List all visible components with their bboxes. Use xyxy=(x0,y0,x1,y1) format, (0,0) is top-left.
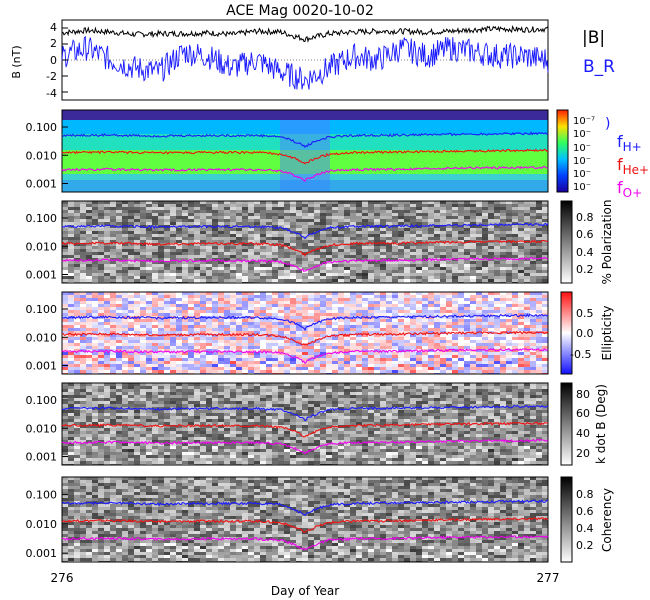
panel-b-ylabel: B (nT) xyxy=(10,45,23,78)
legend-he: fHe+ xyxy=(617,155,649,177)
cbar-ell-label: Ellipticity xyxy=(600,306,614,361)
cbar-pol-tick-3: 0.2 xyxy=(576,263,594,276)
cbar-pol-tick-1: 0.6 xyxy=(576,228,594,241)
xtick-276: 276 xyxy=(51,571,74,585)
legend-b-r: B_R xyxy=(583,57,615,77)
svg-text:): ) xyxy=(605,116,610,132)
ellipticity-colorbar xyxy=(560,291,573,375)
panel-polarization: 0.8 0.6 0.4 0.2 % Polarization xyxy=(61,200,614,285)
freq-line-o xyxy=(61,438,549,455)
cbar-coh-tick-0: 0.8 xyxy=(576,488,594,501)
freq-ytick-label: 0.100 xyxy=(26,394,58,407)
cbar-coh-tick-2: 0.4 xyxy=(576,522,594,535)
cbar-coh-label: Coherency xyxy=(600,488,614,552)
freq-line-he xyxy=(61,148,549,165)
cbar-kdb-tick-0: 80 xyxy=(576,388,590,401)
power-colorbar xyxy=(556,109,569,193)
freq-ytick-label: 0.100 xyxy=(26,121,58,134)
freq-line-he xyxy=(61,330,549,346)
legend-b-total: |B| xyxy=(582,28,605,48)
panel-ellipticity-frame xyxy=(61,291,549,375)
freq-ytick-label: 0.010 xyxy=(26,331,58,344)
freq-line-o xyxy=(61,165,549,183)
freq-ytick-label: 0.010 xyxy=(26,518,58,531)
cbar-kdb-label: k dot B (Deg) xyxy=(594,384,608,464)
panel-b-field: B (nT) 4 2 0 -2 -4 |B| B_R xyxy=(10,19,615,101)
coherency-colorbar xyxy=(560,476,573,563)
ytick-b-0: 0 xyxy=(50,54,57,67)
freq-line-he xyxy=(61,517,549,533)
cbar-ell-tick-2: -0.5 xyxy=(570,348,591,361)
panel-polarization-frame xyxy=(61,200,549,284)
freq-ytick-label: 0.001 xyxy=(26,451,58,464)
panel-coherency: 0.8 0.6 0.4 0.2 Coherency xyxy=(61,476,614,563)
freq-line-he xyxy=(61,421,549,438)
kdotb-colorbar xyxy=(560,382,573,466)
cbar-power-tick-0: 10⁻⁷ xyxy=(573,116,595,127)
frequency-ticks: 0.100 0.010 0.001 0.100 0.010 0.001 0.100 0.010… xyxy=(26,121,68,560)
freq-ytick-label: 0.100 xyxy=(26,303,58,316)
freq-line-he xyxy=(61,239,549,257)
cbar-kdb-tick-2: 40 xyxy=(576,427,590,440)
series-b-total xyxy=(61,25,549,43)
panel-kdotb: 80 60 40 20 k dot B (Deg) xyxy=(61,382,608,466)
cbar-ell-tick-0: 0.5 xyxy=(576,307,594,320)
cbar-coh-tick-1: 0.6 xyxy=(576,505,594,518)
freq-line-o xyxy=(61,535,549,551)
freq-ytick-label: 0.010 xyxy=(26,240,58,253)
legend-h: fH+ xyxy=(617,132,642,154)
ytick-b-2: 2 xyxy=(50,37,57,50)
freq-line-h xyxy=(61,222,549,240)
freq-line-h xyxy=(61,499,549,517)
ytick-b-4: 4 xyxy=(50,21,57,34)
cbar-power-tick-1: 10⁻ xyxy=(573,129,591,140)
x-axis-label: Day of Year xyxy=(271,584,339,598)
freq-ytick-label: 0.001 xyxy=(26,547,58,560)
freq-line-h xyxy=(61,131,549,149)
cbar-power-tick-2: 10⁻ xyxy=(573,143,591,154)
freq-ytick-label: 0.010 xyxy=(26,422,58,435)
xtick-277: 277 xyxy=(537,571,560,585)
freq-ytick-label: 0.010 xyxy=(26,149,58,162)
freq-ytick-label: 0.001 xyxy=(26,360,58,373)
cbar-kdb-tick-3: 20 xyxy=(576,447,590,460)
cbar-power-tick-3: 10⁻ xyxy=(573,156,591,167)
freq-ytick-label: 0.001 xyxy=(26,178,58,191)
legend-o: fO+ xyxy=(617,178,642,200)
freq-line-h xyxy=(61,313,549,332)
cbar-pol-tick-0: 0.8 xyxy=(576,211,594,224)
freq-ytick-label: 0.001 xyxy=(26,269,58,282)
freq-line-o xyxy=(61,256,549,272)
cbar-power-tick-4: 10⁻ xyxy=(573,169,591,180)
ytick-b-neg2: -2 xyxy=(46,70,57,83)
cbar-pol-label: % Polarization xyxy=(600,200,614,285)
panel-ellipticity: 0.5 0.0 -0.5 Ellipticity xyxy=(61,291,614,375)
freq-ytick-label: 0.100 xyxy=(26,212,58,225)
cbar-ell-tick-1: 0.0 xyxy=(576,327,594,340)
freq-line-o xyxy=(61,348,549,365)
ytick-b-neg4: -4 xyxy=(46,87,57,100)
figure-title: ACE Mag 0020-10-02 xyxy=(226,3,374,19)
polarization-colorbar xyxy=(560,200,573,284)
cbar-power-tick-5: 10⁻ xyxy=(573,182,591,193)
cbar-kdb-tick-1: 60 xyxy=(576,407,590,420)
freq-ytick-label: 0.100 xyxy=(26,489,58,502)
cbar-coh-tick-3: 0.2 xyxy=(576,539,594,552)
panel-power: 10⁻⁷ 10⁻ 10⁻ 10⁻ 10⁻ 10⁻ ) fH+ fHe+ fO+ xyxy=(61,109,649,200)
cbar-pol-tick-2: 0.4 xyxy=(576,246,594,259)
freq-line-h xyxy=(61,404,549,422)
panel-kdotb-frame xyxy=(61,382,549,466)
series-b-r xyxy=(61,35,549,90)
